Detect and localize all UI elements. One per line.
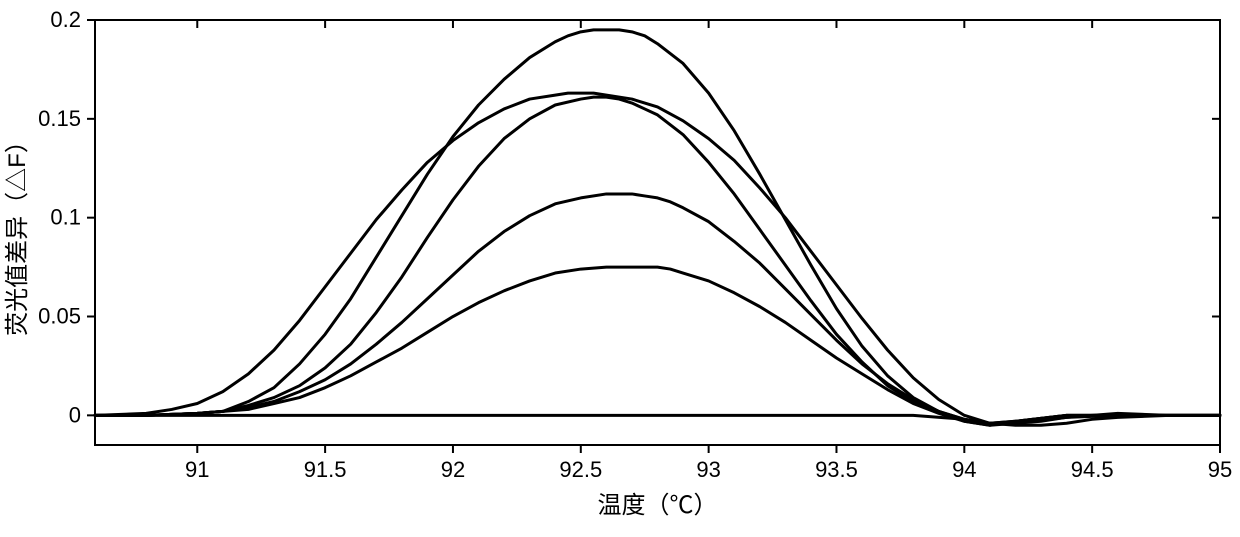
x-tick-label: 94.5	[1071, 457, 1114, 482]
x-tick-label: 92	[441, 457, 465, 482]
x-tick-label: 92.5	[559, 457, 602, 482]
melting-curve-chart: 91 91.5 92 92.5 93 93.5 94 94.5 95 0 0.05 0.1 0.15 0.…	[0, 0, 1240, 537]
chart-svg: 91 91.5 92 92.5 93 93.5 94 94.5 95 0 0.05 0.1 0.15 0.…	[0, 0, 1240, 537]
plot-frame	[95, 20, 1220, 445]
y-tick-label: 0.1	[50, 205, 81, 230]
x-tick-label: 93	[696, 457, 720, 482]
series-curve_d	[95, 194, 1220, 423]
y-tick-label: 0.2	[50, 7, 81, 32]
x-tick-label: 94	[952, 457, 976, 482]
y-tick-label: 0	[69, 402, 81, 427]
y-axis-label: 荧光值差异（△F）	[4, 129, 31, 336]
x-tick-label: 91	[185, 457, 209, 482]
y-tick-label: 0.15	[38, 106, 81, 131]
x-tick-label: 93.5	[815, 457, 858, 482]
x-tick-label: 91.5	[304, 457, 347, 482]
series-curve_c_narrow	[95, 97, 1220, 423]
x-axis-label: 温度（℃）	[598, 492, 718, 519]
series-curve_a	[95, 30, 1220, 425]
y-tick-label: 0.05	[38, 304, 81, 329]
x-tick-label: 95	[1208, 457, 1232, 482]
series-curve_b_wide	[95, 93, 1220, 423]
